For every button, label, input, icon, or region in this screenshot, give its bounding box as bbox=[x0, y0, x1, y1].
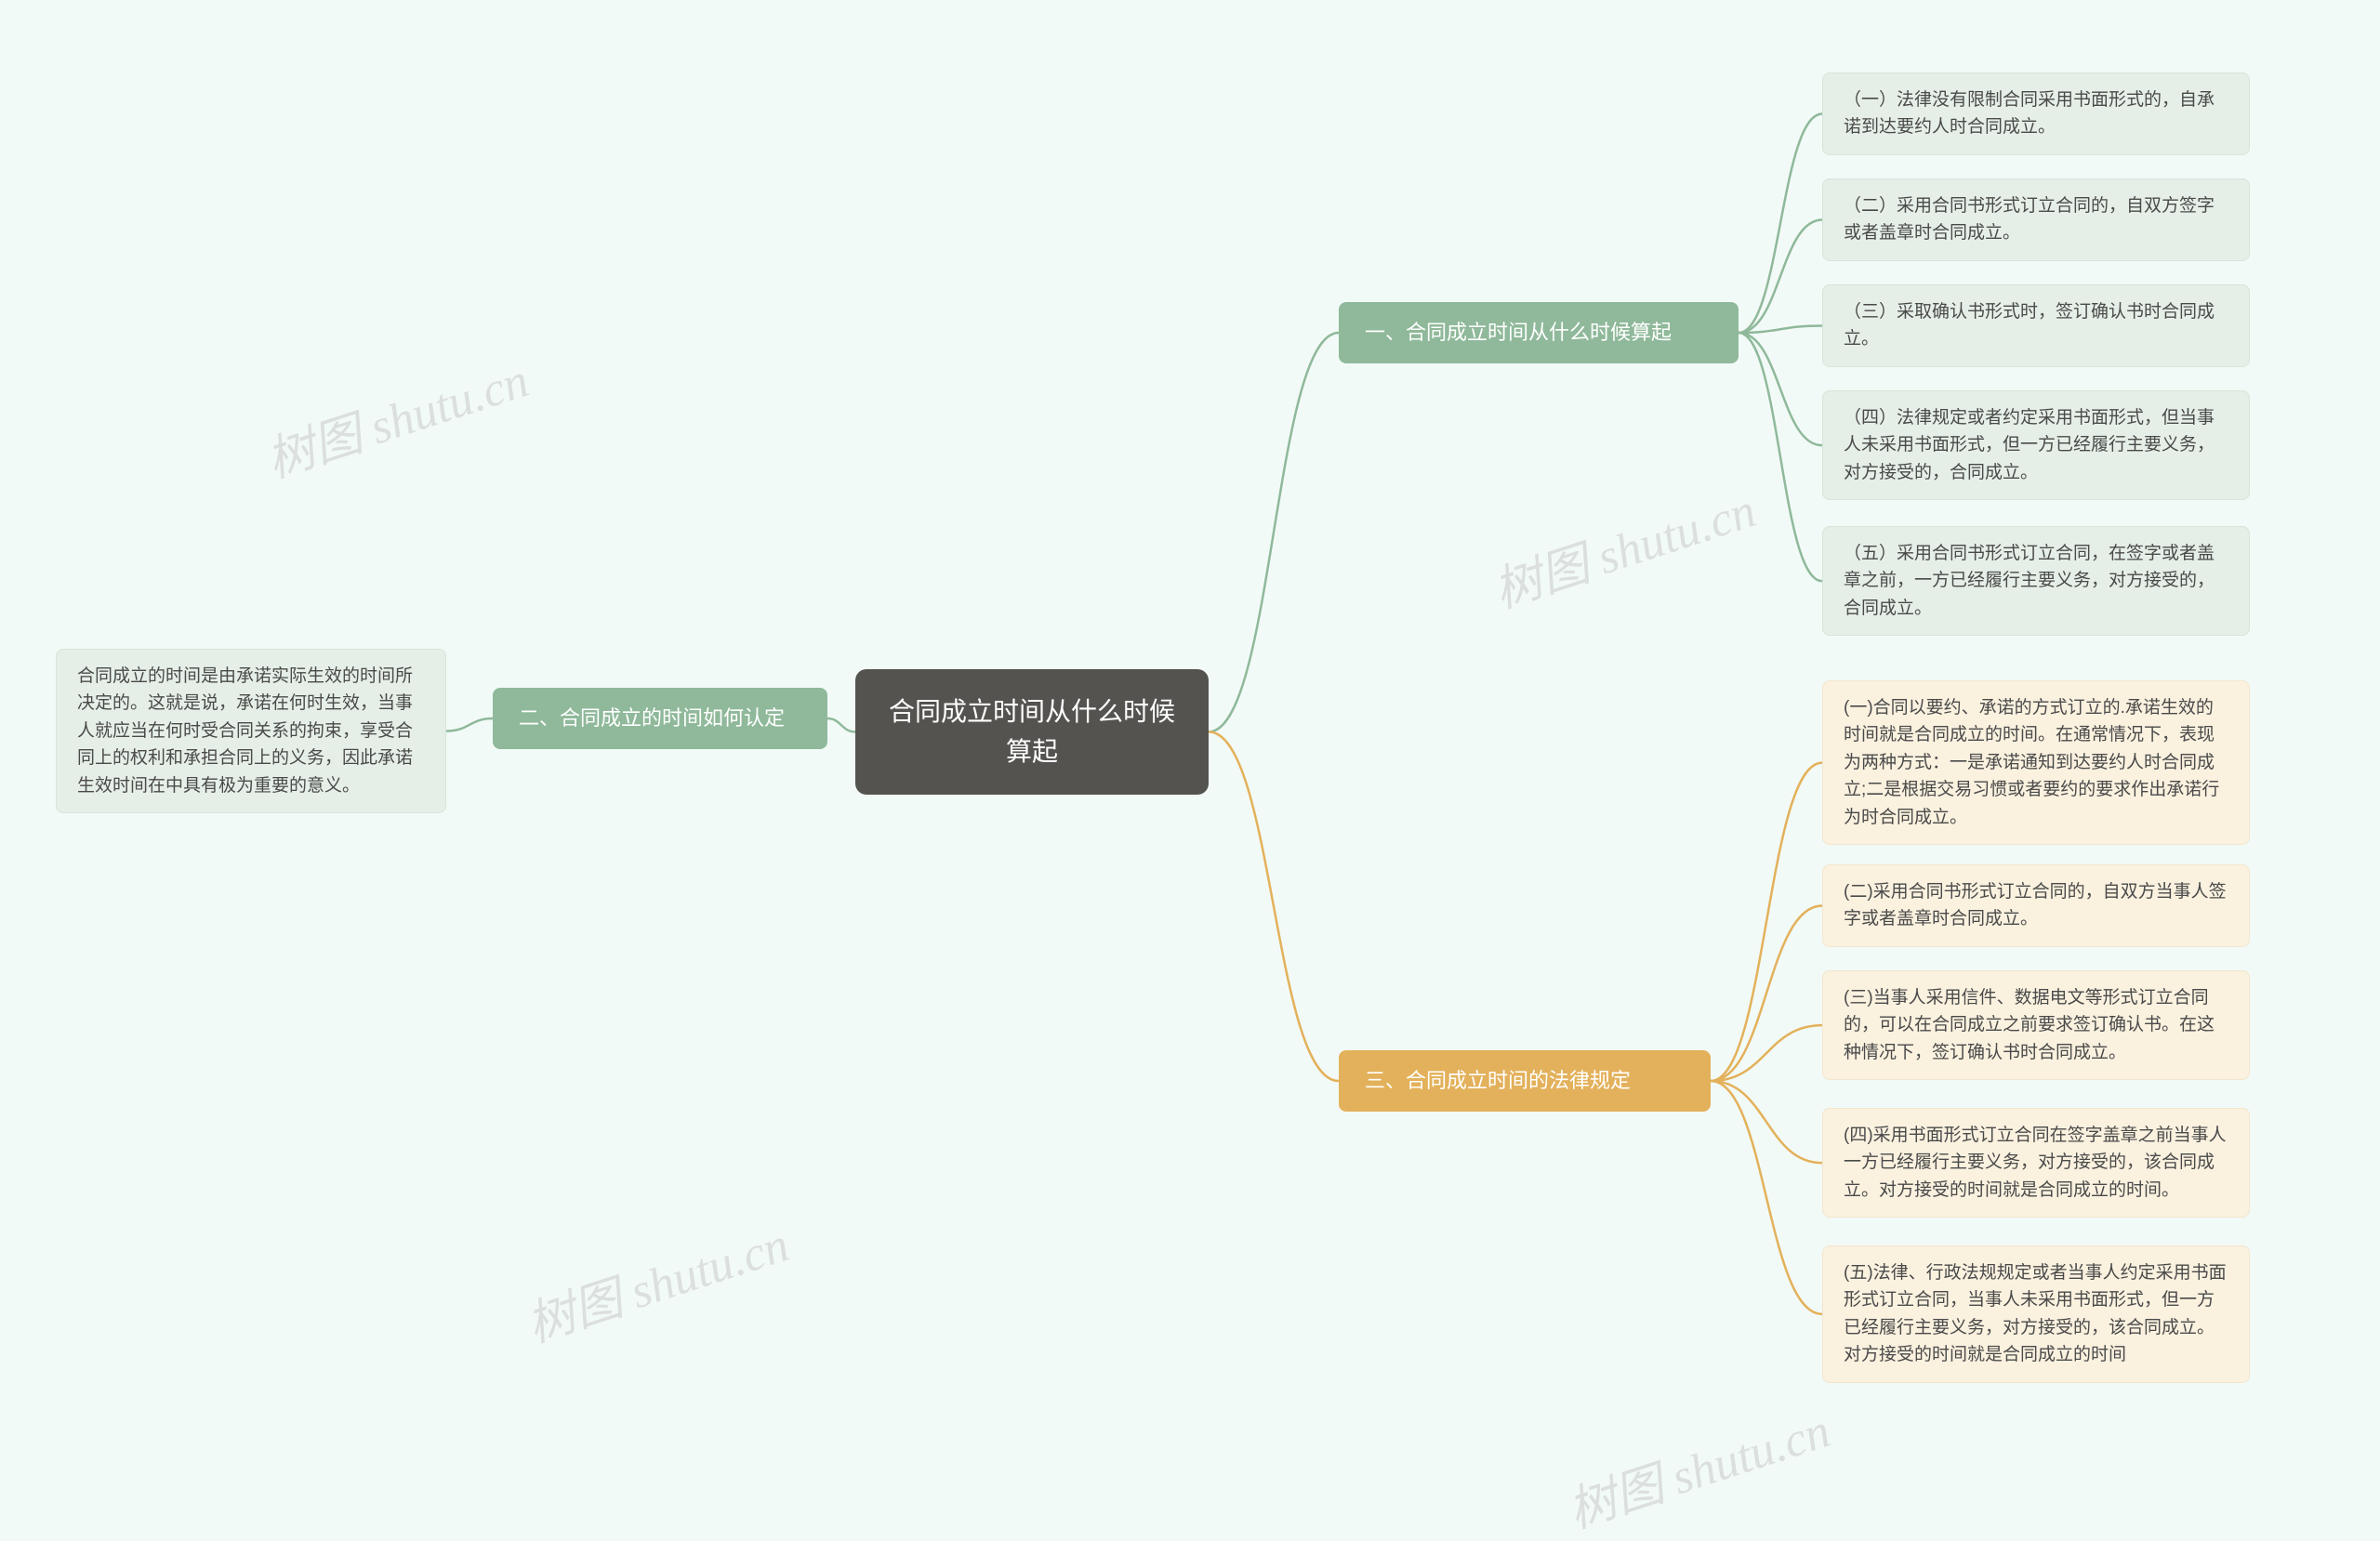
watermark-1: 树图 shutu.cn bbox=[257, 341, 536, 491]
leaf-text: (四)采用书面形式订立合同在签字盖章之前当事人一方已经履行主要义务，对方接受的，… bbox=[1844, 1126, 2227, 1200]
branch-1-leaf-4[interactable]: （四）法律规定或者约定采用书面形式，但当事人未采用书面形式，但一方已经履行主要义… bbox=[1822, 390, 2250, 500]
branch-1[interactable]: 一、合同成立时间从什么时候算起 bbox=[1339, 302, 1739, 363]
branch-3-leaf-3[interactable]: (三)当事人采用信件、数据电文等形式订立合同的，可以在合同成立之前要求签订确认书… bbox=[1822, 970, 2250, 1080]
leaf-text: (一)合同以要约、承诺的方式订立的.承诺生效的时间就是合同成立的时间。在通常情况… bbox=[1844, 698, 2219, 827]
leaf-text: （一）法律没有限制合同采用书面形式的，自承诺到达要约人时合同成立。 bbox=[1844, 90, 2215, 137]
branch-3-label: 三、合同成立时间的法律规定 bbox=[1365, 1069, 1631, 1092]
leaf-text: （五）采用合同书形式订立合同，在签字或者盖章之前，一方已经履行主要义务，对方接受… bbox=[1844, 544, 2215, 618]
leaf-text: (五)法律、行政法规规定或者当事人约定采用书面形式订立合同，当事人未采用书面形式… bbox=[1844, 1263, 2227, 1364]
branch-3-leaf-2[interactable]: (二)采用合同书形式订立合同的，自双方当事人签字或者盖章时合同成立。 bbox=[1822, 864, 2250, 947]
leaf-text: (三)当事人采用信件、数据电文等形式订立合同的，可以在合同成立之前要求签订确认书… bbox=[1844, 988, 2215, 1062]
branch-2[interactable]: 二、合同成立的时间如何认定 bbox=[493, 688, 827, 749]
root-node[interactable]: 合同成立时间从什么时候算起 bbox=[855, 669, 1209, 795]
branch-2-label: 二、合同成立的时间如何认定 bbox=[519, 706, 785, 730]
branch-3-leaf-4[interactable]: (四)采用书面形式订立合同在签字盖章之前当事人一方已经履行主要义务，对方接受的，… bbox=[1822, 1108, 2250, 1218]
branch-1-leaf-3[interactable]: （三）采取确认书形式时，签订确认书时合同成立。 bbox=[1822, 284, 2250, 367]
leaf-text: 合同成立的时间是由承诺实际生效的时间所决定的。这就是说，承诺在何时生效，当事人就… bbox=[77, 666, 413, 796]
branch-1-label: 一、合同成立时间从什么时候算起 bbox=[1365, 321, 1672, 344]
watermark-4: 树图 shutu.cn bbox=[1558, 1391, 1838, 1541]
branch-3[interactable]: 三、合同成立时间的法律规定 bbox=[1339, 1050, 1711, 1112]
leaf-text: （四）法律规定或者约定采用书面形式，但当事人未采用书面形式，但一方已经履行主要义… bbox=[1844, 408, 2215, 482]
watermark-2: 树图 shutu.cn bbox=[1484, 471, 1764, 621]
branch-1-leaf-2[interactable]: （二）采用合同书形式订立合同的，自双方签字或者盖章时合同成立。 bbox=[1822, 178, 2250, 261]
branch-1-leaf-5[interactable]: （五）采用合同书形式订立合同，在签字或者盖章之前，一方已经履行主要义务，对方接受… bbox=[1822, 526, 2250, 636]
leaf-text: （三）采取确认书形式时，签订确认书时合同成立。 bbox=[1844, 302, 2215, 349]
leaf-text: （二）采用合同书形式订立合同的，自双方签字或者盖章时合同成立。 bbox=[1844, 196, 2215, 243]
branch-3-leaf-5[interactable]: (五)法律、行政法规规定或者当事人约定采用书面形式订立合同，当事人未采用书面形式… bbox=[1822, 1245, 2250, 1383]
watermark-3: 树图 shutu.cn bbox=[517, 1205, 797, 1355]
branch-3-leaf-1[interactable]: (一)合同以要约、承诺的方式订立的.承诺生效的时间就是合同成立的时间。在通常情况… bbox=[1822, 680, 2250, 845]
branch-2-leaf-1[interactable]: 合同成立的时间是由承诺实际生效的时间所决定的。这就是说，承诺在何时生效，当事人就… bbox=[56, 649, 446, 813]
leaf-text: (二)采用合同书形式订立合同的，自双方当事人签字或者盖章时合同成立。 bbox=[1844, 882, 2227, 929]
branch-1-leaf-1[interactable]: （一）法律没有限制合同采用书面形式的，自承诺到达要约人时合同成立。 bbox=[1822, 72, 2250, 155]
root-label: 合同成立时间从什么时候算起 bbox=[889, 697, 1175, 766]
